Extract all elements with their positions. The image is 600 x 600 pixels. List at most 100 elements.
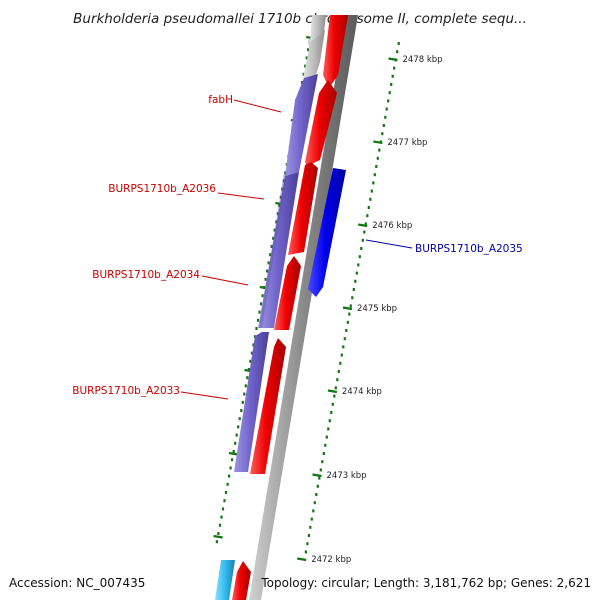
- tick-label: 2474 kbp: [342, 387, 382, 397]
- gene-burps1710b-a2035[interactable]: [308, 168, 346, 297]
- outer-dot: [366, 214, 369, 218]
- inner-dot: [264, 277, 267, 281]
- outer-dot: [319, 468, 322, 472]
- gene-fabH[interactable]: [285, 74, 318, 176]
- outer-dot: [312, 509, 315, 513]
- gene-forward-6[interactable]: [232, 561, 251, 600]
- major-tick: [358, 223, 368, 228]
- outer-dot: [315, 493, 318, 496]
- inner-dot: [247, 368, 250, 371]
- leader-burps1710b-a2034: [201, 275, 249, 286]
- outer-dot: [328, 419, 331, 423]
- gene-burps1710b-a2033[interactable]: [234, 332, 269, 472]
- tick-label: 2476 kbp: [372, 221, 412, 231]
- inner-dot: [244, 384, 247, 388]
- outer-dot: [369, 197, 372, 201]
- outer-dot: [370, 189, 373, 193]
- major-tick: [342, 306, 353, 311]
- major-tick: [297, 557, 307, 562]
- outer-dot: [375, 165, 378, 168]
- major-tick: [327, 389, 338, 394]
- outer-dot: [342, 345, 345, 349]
- outer-dot: [325, 435, 328, 439]
- inner-dot: [250, 351, 253, 355]
- outer-dot: [351, 296, 354, 300]
- inner-dot: [220, 515, 223, 519]
- tick-label: 2473 kbp: [327, 471, 367, 481]
- outer-dot: [367, 206, 370, 209]
- outer-dot: [390, 83, 393, 86]
- gene-burps1710b-a2034[interactable]: [259, 172, 287, 328]
- outer-dot: [334, 386, 337, 390]
- gene-forward-4[interactable]: [274, 256, 301, 330]
- label-burps1710b-a2036[interactable]: BURPS1710b_A2036: [108, 183, 216, 195]
- outer-dot: [354, 279, 357, 283]
- outer-dot: [364, 222, 367, 226]
- leader-burps1710b-a2036: [217, 192, 265, 200]
- label-burps1710b-a2034[interactable]: BURPS1710b_A2034: [92, 269, 200, 281]
- label-fabH[interactable]: fabH: [208, 94, 233, 106]
- outer-dot: [321, 460, 324, 464]
- inner-dot: [281, 187, 284, 191]
- outer-dot: [360, 247, 363, 250]
- accession-text: Accession: NC_007435: [9, 576, 145, 590]
- outer-dot: [333, 394, 336, 398]
- outer-dot: [373, 173, 376, 177]
- inner-dot: [255, 327, 258, 330]
- outer-dot: [304, 550, 307, 554]
- outer-dot: [388, 91, 391, 95]
- label-burps1710b-a2033[interactable]: BURPS1710b_A2033: [72, 385, 180, 397]
- tick-label: 2477 kbp: [387, 138, 427, 148]
- outer-dot: [309, 525, 312, 529]
- outer-dot: [393, 66, 396, 70]
- outer-dot: [372, 181, 375, 185]
- gene-other: [303, 30, 325, 78]
- outer-dot: [345, 329, 348, 332]
- tick-label: 2478 kbp: [403, 55, 443, 65]
- inner-dot: [266, 269, 269, 273]
- inner-dot: [282, 179, 285, 183]
- outer-dot: [313, 501, 316, 505]
- label-burps1710b-a2035[interactable]: BURPS1710b_A2035: [415, 243, 523, 255]
- outer-dot: [384, 115, 387, 119]
- inner-dot: [269, 253, 272, 257]
- inner-dot: [224, 491, 228, 494]
- inner-dot: [238, 417, 241, 421]
- inner-dot: [305, 56, 308, 60]
- outer-dot: [397, 42, 400, 45]
- outer-dot: [322, 452, 325, 455]
- inner-dot: [243, 392, 246, 396]
- inner-dot: [259, 302, 263, 306]
- inner-dot: [284, 171, 287, 175]
- gene-burps1710b-a2036[interactable]: [258, 172, 299, 328]
- gene-forward-5[interactable]: [250, 338, 286, 474]
- inner-dot: [270, 245, 273, 248]
- inner-dot: [256, 318, 260, 322]
- gene-forward-1[interactable]: [323, 15, 348, 88]
- major-tick: [388, 57, 398, 62]
- gene-forward-2[interactable]: [305, 80, 337, 166]
- outer-dot: [391, 74, 394, 78]
- inner-dot: [279, 195, 282, 199]
- outer-dot: [327, 427, 330, 431]
- inner-dot: [258, 310, 261, 314]
- outer-dot: [346, 320, 349, 324]
- outer-dot: [337, 370, 340, 373]
- inner-dot: [231, 458, 234, 462]
- outer-dot: [307, 534, 310, 537]
- inner-dot: [307, 48, 310, 52]
- inner-dot: [272, 236, 275, 240]
- outer-dot: [381, 132, 384, 136]
- gene-forward-3[interactable]: [288, 162, 318, 255]
- outer-dot: [316, 484, 319, 488]
- outer-dot: [348, 312, 351, 316]
- leader-burps1710b-a2035: [365, 239, 413, 249]
- major-tick: [228, 451, 239, 456]
- inner-dot: [275, 220, 278, 224]
- outer-dot: [339, 361, 342, 365]
- outer-dot: [318, 476, 321, 480]
- inner-dot: [229, 466, 232, 470]
- map-title: Burkholderia pseudomallei 1710b chromoso…: [73, 11, 527, 27]
- inner-dot: [215, 540, 218, 544]
- gene-rna[interactable]: [215, 560, 235, 600]
